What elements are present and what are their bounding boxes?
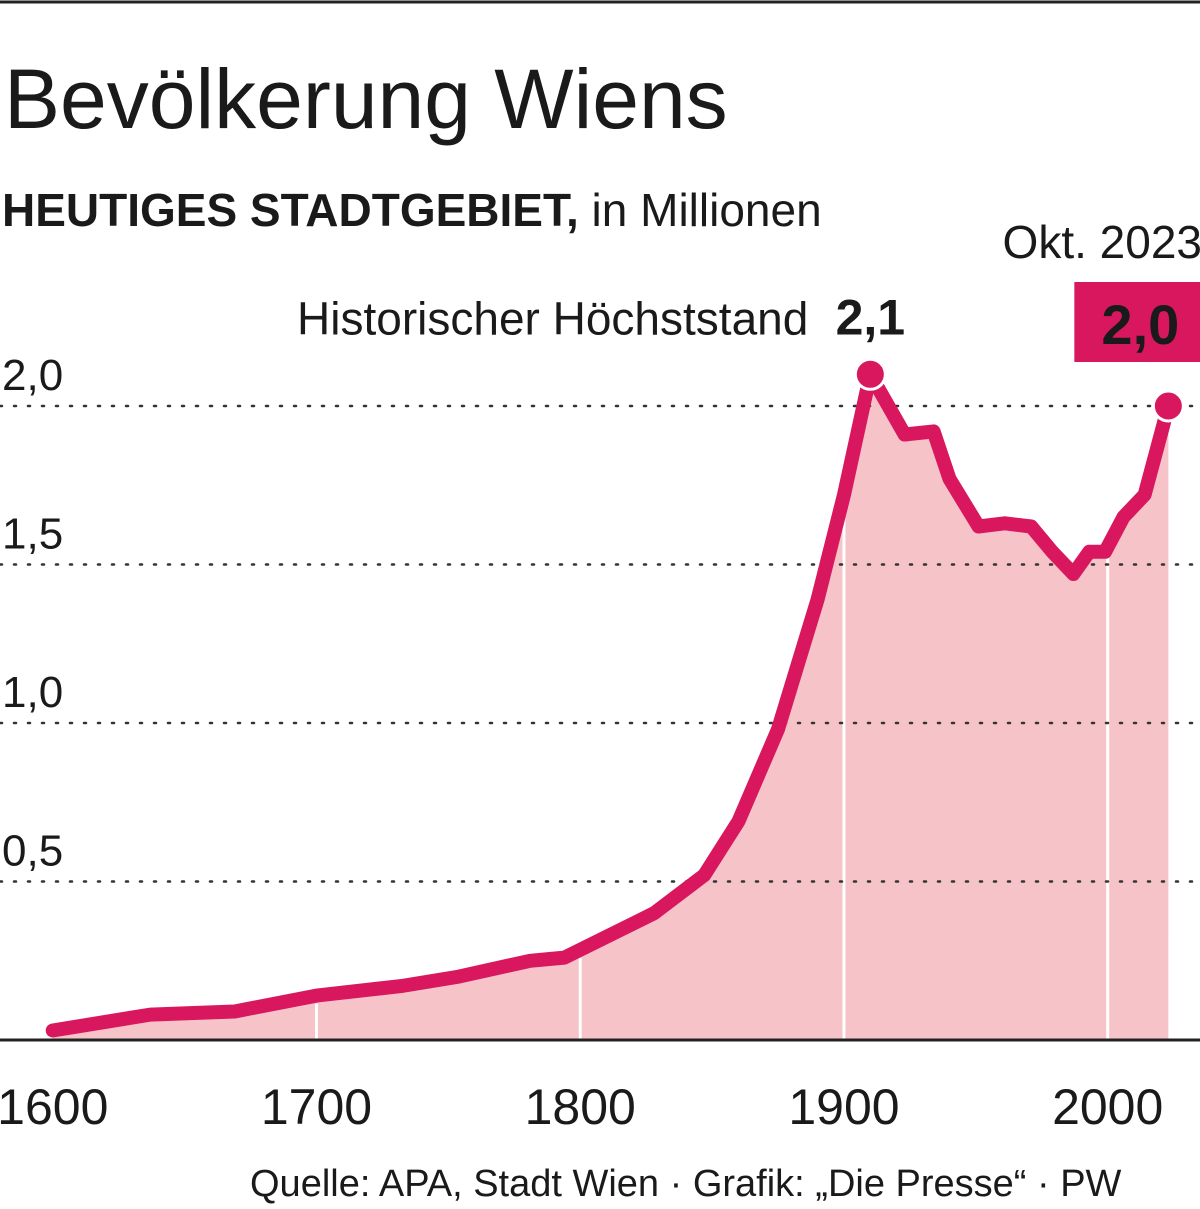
y-tick-label: 2,0 [2,351,63,400]
value-label-box [1074,282,1200,362]
point [1151,389,1185,423]
x-tick-label: 1900 [788,1079,899,1135]
chart-subtitle: HEUTIGES STADTGEBIET, in Millionen [2,184,822,236]
value-label: 2,1 [836,289,906,345]
line [45,367,1176,1038]
y-tick-label: 1,0 [2,668,63,717]
plot: 1600 1700 1800 1900 2000 0,5 1,0 1,5 2,0 2,1 Histo… [0,216,1200,1135]
source: Quelle: APA, Stadt Wien · Grafik: „Die P… [250,1163,1122,1205]
peak-note: Historischer Höchststand [297,292,808,344]
x-tick-label: 1800 [525,1079,636,1135]
point [853,357,887,391]
x-tick-label: 2000 [1052,1079,1163,1135]
area [52,374,1169,1040]
value-label: 2,0 [1101,293,1179,356]
y-tick-label: 1,5 [2,510,63,559]
x-tick-label: 1700 [261,1079,372,1135]
y-tick-label: 0,5 [2,827,63,876]
x-tick-label: 1600 [0,1079,108,1135]
subtitle-bold: HEUTIGES STADTGEBIET, [2,184,579,236]
subtitle: in Millionen [592,184,822,236]
end-note: Okt. 2023 [1003,216,1200,268]
chart-title: Bevölkerung Wiens [4,52,728,146]
